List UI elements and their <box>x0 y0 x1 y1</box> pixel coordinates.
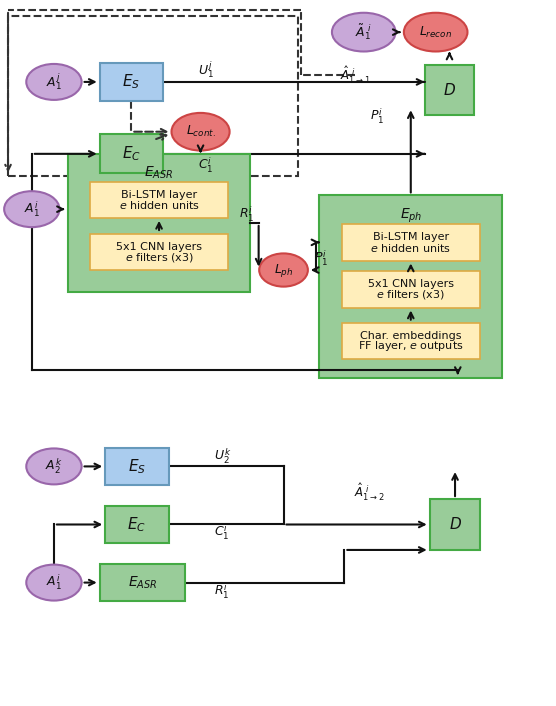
Text: $E_C$: $E_C$ <box>122 145 141 163</box>
FancyBboxPatch shape <box>341 323 480 359</box>
Text: $L_{cont.}$: $L_{cont.}$ <box>186 124 216 139</box>
Text: $E_S$: $E_S$ <box>122 73 141 91</box>
Text: $A_2^k$: $A_2^k$ <box>45 457 63 476</box>
Text: $A_1^j$: $A_1^j$ <box>46 71 62 92</box>
Text: $e$ filters (x3): $e$ filters (x3) <box>125 251 193 263</box>
FancyBboxPatch shape <box>105 505 168 544</box>
Ellipse shape <box>26 448 82 484</box>
Text: $L_{ph}$: $L_{ph}$ <box>274 261 293 278</box>
Ellipse shape <box>4 191 59 227</box>
Text: $R_1^i$: $R_1^i$ <box>215 581 230 601</box>
Ellipse shape <box>26 565 82 601</box>
Text: $D$: $D$ <box>443 82 456 98</box>
Text: $\hat{A}_{1\rightarrow2}^{\ i}$: $\hat{A}_{1\rightarrow2}^{\ i}$ <box>354 481 385 503</box>
FancyBboxPatch shape <box>425 66 474 115</box>
Text: $C_1^i$: $C_1^i$ <box>215 523 230 542</box>
Text: $U_2^k$: $U_2^k$ <box>215 447 232 466</box>
FancyBboxPatch shape <box>68 154 250 292</box>
Ellipse shape <box>332 13 395 52</box>
Text: $e$ filters (x3): $e$ filters (x3) <box>376 288 445 301</box>
Text: Bi-LSTM layer: Bi-LSTM layer <box>121 189 197 200</box>
FancyBboxPatch shape <box>90 234 228 270</box>
Text: $E_{ph}$: $E_{ph}$ <box>400 206 422 225</box>
Ellipse shape <box>171 113 230 150</box>
Text: $D$: $D$ <box>449 517 461 532</box>
Text: $e$ hidden units: $e$ hidden units <box>370 241 451 253</box>
FancyBboxPatch shape <box>320 196 502 378</box>
Text: $A_1^i$: $A_1^i$ <box>24 200 40 219</box>
Text: Char. embeddings: Char. embeddings <box>360 330 461 340</box>
FancyBboxPatch shape <box>100 564 185 602</box>
FancyBboxPatch shape <box>100 63 163 101</box>
Text: $E_S$: $E_S$ <box>128 457 146 476</box>
Text: $E_{ASR}$: $E_{ASR}$ <box>128 575 157 591</box>
FancyBboxPatch shape <box>90 181 228 218</box>
Text: 5x1 CNN layers: 5x1 CNN layers <box>368 279 454 289</box>
FancyBboxPatch shape <box>341 224 480 261</box>
Text: FF layer, $e$ outputs: FF layer, $e$ outputs <box>358 339 464 353</box>
Text: 5x1 CNN layers: 5x1 CNN layers <box>116 241 202 251</box>
Text: $A_1^i$: $A_1^i$ <box>46 573 62 592</box>
Ellipse shape <box>259 253 308 287</box>
FancyBboxPatch shape <box>105 448 168 485</box>
Text: $\hat{A}_{1\rightarrow1}^{\ i}$: $\hat{A}_{1\rightarrow1}^{\ i}$ <box>340 64 371 86</box>
Text: $P_1^i$: $P_1^i$ <box>314 248 328 268</box>
FancyBboxPatch shape <box>341 271 480 308</box>
Text: $R_1^i$: $R_1^i$ <box>239 205 255 225</box>
Ellipse shape <box>404 13 468 52</box>
FancyBboxPatch shape <box>430 499 480 550</box>
Text: $C_1^i$: $C_1^i$ <box>198 155 214 174</box>
Text: $E_C$: $E_C$ <box>127 515 146 534</box>
Text: Bi-LSTM layer: Bi-LSTM layer <box>373 232 449 242</box>
Text: $U_1^j$: $U_1^j$ <box>198 59 214 80</box>
FancyBboxPatch shape <box>100 134 163 173</box>
Text: $E_{ASR}$: $E_{ASR}$ <box>145 165 174 181</box>
Ellipse shape <box>26 64 82 100</box>
Text: $L_{recon}$: $L_{recon}$ <box>419 25 452 40</box>
Text: $P_1^i$: $P_1^i$ <box>370 107 385 126</box>
Text: $e$ hidden units: $e$ hidden units <box>118 199 200 211</box>
Text: $\tilde{A}_1^{\ i}$: $\tilde{A}_1^{\ i}$ <box>355 22 372 42</box>
